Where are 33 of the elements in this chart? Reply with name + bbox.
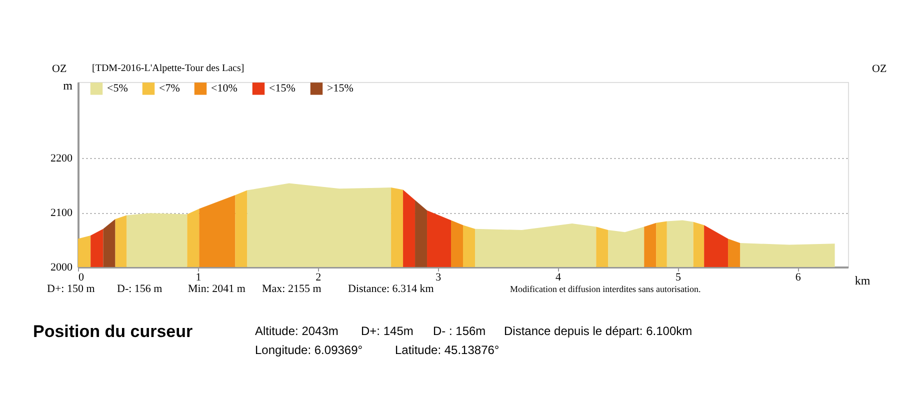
text: OZ	[52, 63, 67, 75]
text: Latitude: 45.13876°	[395, 343, 500, 357]
text: D+: 145m	[361, 324, 414, 338]
x-tick-label: 0	[78, 272, 84, 284]
legend-label: <5%	[107, 82, 128, 95]
text: OZ	[872, 63, 887, 75]
x-tick-label: 5	[675, 272, 682, 284]
x-axis-title: km	[854, 274, 871, 288]
legend-label: >15%	[327, 82, 354, 95]
text: Distance: 6.314 km	[348, 283, 434, 295]
x-tick-label: 6	[795, 272, 802, 284]
legend-label: <15%	[269, 82, 296, 95]
y-tick-label: 2000	[50, 262, 73, 274]
text: D-: 156 m	[117, 283, 163, 295]
text: D+: 150 m	[47, 283, 96, 295]
text: Altitude: 2043m	[255, 324, 338, 338]
y-axis-title: m	[63, 78, 74, 92]
chart-title: [TDM-2016-L'Alpette-Tour des Lacs]	[92, 63, 244, 74]
x-tick-label: 2	[316, 272, 322, 284]
text: D- : 156m	[433, 324, 486, 338]
x-tick-label: 3	[436, 272, 442, 284]
y-tick-label: 2100	[50, 207, 73, 220]
x-tick-label: 4	[556, 272, 562, 284]
text: Position du curseur	[33, 322, 194, 341]
legend-label: <7%	[159, 82, 180, 95]
text: Distance depuis le départ: 6.100km	[504, 324, 692, 338]
text: Max: 2155 m	[262, 283, 322, 295]
text: Modification et diffusion interdites sans autorisation.	[510, 284, 701, 294]
x-tick-label: 1	[196, 272, 202, 284]
y-tick-label: 2200	[50, 152, 73, 165]
text: Longitude: 6.09369°	[255, 343, 363, 357]
legend-label: <10%	[211, 82, 238, 95]
text: Min: 2041 m	[188, 283, 246, 295]
